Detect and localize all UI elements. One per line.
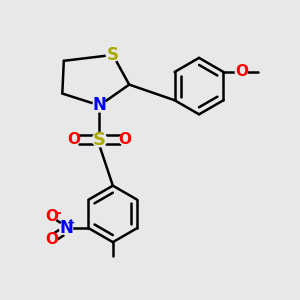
Text: +: + (68, 218, 76, 228)
Circle shape (119, 134, 130, 145)
Circle shape (46, 211, 57, 221)
Text: S: S (93, 130, 106, 148)
Circle shape (106, 48, 119, 62)
Text: O: O (45, 208, 58, 224)
Text: N: N (59, 219, 73, 237)
Circle shape (92, 133, 106, 147)
Circle shape (236, 66, 247, 78)
Text: N: N (92, 96, 106, 114)
Text: -: - (56, 206, 61, 220)
Text: O: O (118, 132, 131, 147)
Text: O: O (45, 232, 58, 247)
Text: O: O (235, 64, 248, 80)
Circle shape (93, 99, 106, 112)
Circle shape (46, 235, 57, 245)
Text: S: S (107, 46, 119, 64)
Text: O: O (68, 132, 81, 147)
Circle shape (60, 221, 73, 235)
Circle shape (69, 134, 80, 145)
